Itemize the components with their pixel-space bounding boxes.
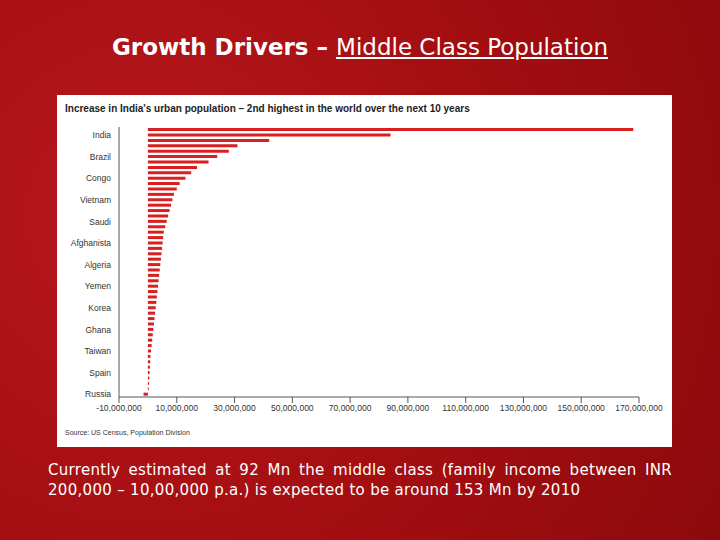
html-text:Increase in India's urban popu: Increase in India's urban population – 2… [65, 103, 470, 114]
svg-text:90,000,000: 90,000,000 [387, 403, 430, 413]
svg-text:30,000,000: 30,000,000 [213, 403, 256, 413]
svg-text:110,000,000: 110,000,000 [442, 403, 489, 413]
svg-text:Taiwan: Taiwan [85, 346, 112, 356]
svg-text:India: India [93, 130, 112, 140]
svg-text:170,000,000: 170,000,000 [615, 403, 663, 413]
svg-text:Saudi: Saudi [89, 217, 111, 227]
svg-text:Algeria: Algeria [85, 260, 112, 270]
html-text:Currently estimated at 92 Mn t: Currently estimated at 92 Mn the middle … [48, 461, 672, 499]
svg-text:-10,000,000: -10,000,000 [96, 403, 142, 413]
svg-text:50,000,000: 50,000,000 [271, 403, 314, 413]
svg-text:10,000,000: 10,000,000 [156, 403, 199, 413]
svg-text:Spain: Spain [89, 368, 111, 378]
svg-text:150,000,000: 150,000,000 [558, 403, 606, 413]
svg-text:70,000,000: 70,000,000 [329, 403, 372, 413]
html-text:Source: US Census, Population: Source: US Census, Population Division [65, 429, 190, 436]
svg-text:Yemen: Yemen [85, 281, 111, 291]
svg-text:Vietnam: Vietnam [80, 195, 111, 205]
svg-text:Ghana: Ghana [85, 325, 111, 335]
svg-text:Korea: Korea [88, 303, 111, 313]
svg-text:Afghanista: Afghanista [71, 238, 111, 248]
html-text:Growth Drivers – Middle Class: Growth Drivers – Middle Class Population [112, 34, 608, 60]
svg-text:Brazil: Brazil [90, 152, 111, 162]
svg-text:Congo: Congo [86, 173, 111, 183]
svg-text:130,000,000: 130,000,000 [500, 403, 548, 413]
svg-text:Russia: Russia [85, 389, 111, 399]
